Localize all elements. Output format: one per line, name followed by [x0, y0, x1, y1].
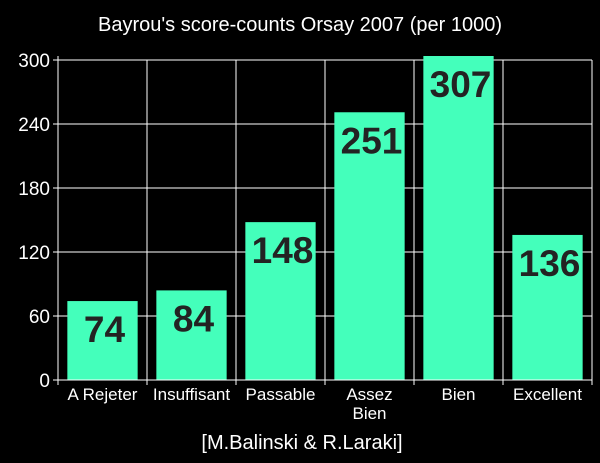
bar — [156, 290, 227, 380]
bar — [67, 301, 138, 380]
y-tick-label: 60 — [29, 307, 50, 328]
y-tick-label: 180 — [18, 179, 50, 200]
x-category-label: Bien — [441, 385, 475, 404]
x-category-label: A Rejeter — [68, 385, 138, 404]
x-category-label: Excellent — [513, 385, 582, 404]
y-tick-label: 120 — [18, 243, 50, 264]
bar — [245, 222, 316, 380]
axes: 0 60 120 180 240 300 A Rejeter Insuffisant Passa… — [18, 51, 593, 423]
bar-value-label: 148 — [252, 230, 314, 271]
chart-title: Bayrou's score-counts Orsay 2007 (per 10… — [98, 14, 502, 36]
bar — [334, 112, 405, 381]
bar-value-label: 307 — [430, 64, 492, 105]
x-category-label: Insuffisant — [153, 385, 230, 404]
grid-lines — [57, 59, 593, 381]
credit-text: [M.Balinski & R.Laraki] — [201, 432, 402, 454]
x-category-label: Passable — [246, 385, 316, 404]
bar-value-label: 74 — [84, 309, 126, 350]
x-category-label: Assez Bien — [346, 385, 392, 423]
bar-value-label: 251 — [341, 120, 403, 161]
bar — [512, 234, 583, 380]
y-tick-label: 0 — [39, 371, 50, 392]
bar-value-label: 136 — [519, 243, 581, 284]
bar — [423, 56, 494, 380]
y-tick-label: 240 — [18, 115, 50, 136]
y-tick-label: 300 — [18, 51, 50, 72]
bars: 74 84 148 251 307 136 — [67, 56, 583, 381]
bar-value-label: 84 — [173, 298, 215, 339]
